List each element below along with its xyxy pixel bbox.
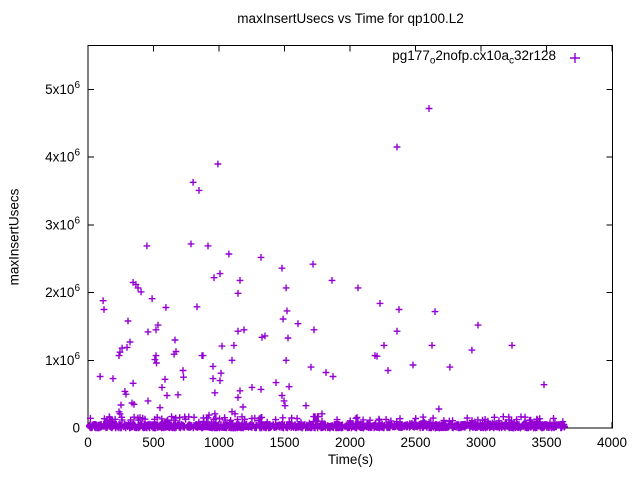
y-tick-label: 5x106 [45,80,80,97]
y-tick-label: 4x106 [45,148,80,165]
x-tick-label: 1500 [269,435,299,450]
y-tick-label: 3x106 [45,215,80,232]
x-tick-label: 2500 [400,435,430,450]
y-tick-label: 0 [72,421,80,436]
x-tick-label: 3500 [531,435,561,450]
dense-band-points [85,413,568,432]
x-tick-label: 2000 [335,435,365,450]
x-tick-label: 1000 [204,435,234,450]
plot-border [87,45,613,429]
y-tick-label: 1x106 [45,351,80,368]
x-axis-title: Time(s) [327,452,374,467]
x-tick-label: 500 [142,435,165,450]
y-tick-label: 2x106 [45,283,80,300]
x-tick-label: 3000 [466,435,496,450]
legend-series-label: pg177o2nofp.cx10ac32r128 [392,48,556,67]
scatter-points [96,105,559,427]
x-tick-label: 0 [84,435,92,450]
legend: pg177o2nofp.cx10ac32r128 [392,48,592,67]
chart-title: maxInsertUsecs vs Time for qp100.L2 [237,11,464,26]
x-tick-label: 4000 [597,435,627,450]
axis-ticks [87,45,613,429]
legend-plus-marker [570,52,580,63]
